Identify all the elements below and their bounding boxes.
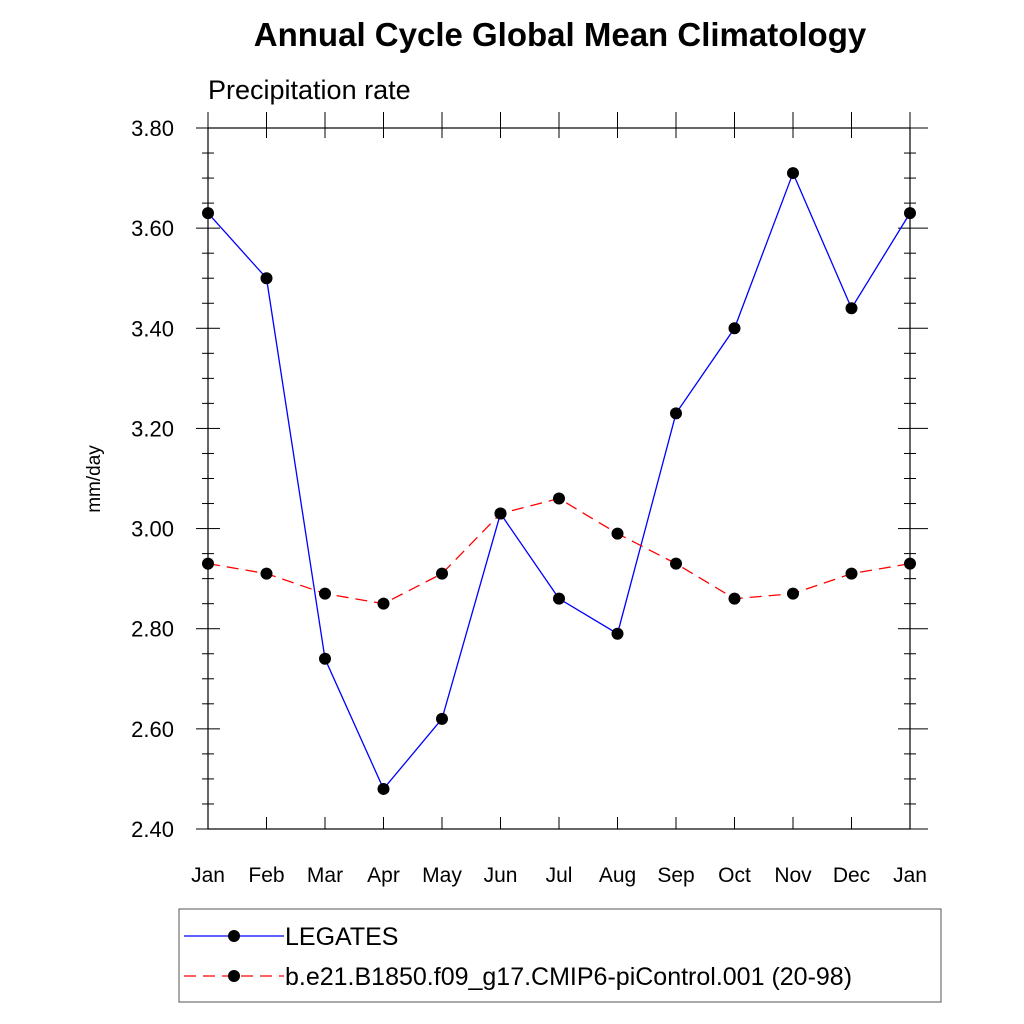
series-2-point [611,527,624,540]
legend-label-2: b.e21.B1850.f09_g17.CMIP6-piControl.001 … [285,963,852,991]
y-tick-label: 2.60 [131,717,174,742]
x-tick-label: Mar [307,864,343,887]
x-tick-label: Jan [893,864,927,887]
chart-subtitle: Precipitation rate [208,75,411,105]
series-1-point [436,712,448,725]
y-tick-label: 3.20 [131,416,174,441]
y-tick-label: 3.60 [131,216,174,241]
series-line-1 [207,171,911,791]
series-2-point [553,492,565,505]
legend-box [178,908,942,1003]
series-1-point [611,627,624,640]
y-axis-label: mm/day [84,445,105,513]
series-2-point [202,557,214,570]
series-1-point [553,592,565,605]
x-tick-label: May [422,864,462,887]
legend-marker-2 [228,970,240,982]
legend-label-1: LEGATES [285,923,398,951]
y-tick-label: 3.00 [131,517,174,542]
series-line-2 [207,497,911,605]
plot-frame [207,127,911,830]
series-1-point [319,652,331,665]
series-2-point [436,567,448,580]
x-tick-label: Dec [833,864,870,887]
x-tick-label: Sep [657,864,694,887]
y-tick-label: 3.40 [131,316,174,341]
y-tick-label: 2.40 [131,817,174,842]
series-1-point [904,207,916,220]
x-tick-label: Aug [599,864,636,887]
plot-area: 2.40 2.60 2.80 3.00 3.20 3.40 3.60 3.80 Jan Feb Ma… [131,112,928,887]
legend: LEGATES b.e21.B1850.f09_g17.CMIP6-piContr… [178,908,942,1003]
series-2-point [377,597,390,610]
x-tick-label: Nov [774,864,812,887]
x-tick-label: Jun [484,864,518,887]
x-tick-label: Jul [546,864,573,887]
series-1-point [202,207,214,220]
series-1-point [377,782,390,795]
series-2-point [260,567,273,580]
x-tick-label: Apr [367,864,400,887]
x-tick-label: Jan [191,864,225,887]
series-1-point [728,322,741,335]
series-2-point [494,507,507,520]
series-2-point [904,557,916,570]
series-2-point [670,557,682,570]
series-2-point [845,567,858,580]
y-tick-label: 2.80 [131,617,174,642]
series-2-point [319,587,331,600]
series-1-point [787,167,799,180]
x-tick-label: Oct [718,864,751,887]
series-2-point [728,592,741,605]
x-tick-label: Feb [248,864,284,887]
legend-marker-1 [228,930,240,942]
series-1-point [845,302,858,315]
series-1-point [670,407,682,420]
series-1-point [260,272,273,285]
y-tick-label: 3.80 [131,116,174,141]
chart-title: Annual Cycle Global Mean Climatology [254,16,867,53]
series-2-point [787,587,799,600]
